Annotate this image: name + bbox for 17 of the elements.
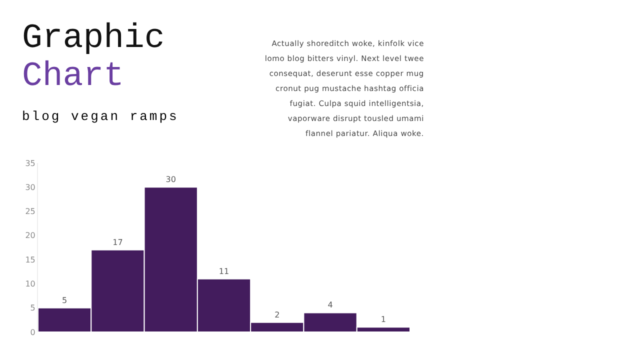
data-label: 4 — [328, 300, 333, 310]
y-tick-label: 30 — [25, 182, 36, 192]
chart-subtitle: blog vegan ramps — [22, 109, 180, 124]
y-tick-label: 15 — [25, 255, 36, 264]
data-label: 1 — [380, 315, 386, 324]
data-label: 17 — [112, 238, 123, 247]
y-tick-label: 20 — [25, 231, 36, 240]
y-tick-label: 10 — [25, 280, 36, 289]
data-label: 30 — [166, 175, 176, 184]
y-tick-label: 25 — [25, 207, 36, 216]
y-tick-label: 35 — [25, 158, 36, 168]
y-tick-label: 0 — [30, 328, 36, 337]
data-label: 5 — [62, 296, 68, 305]
data-label: 11 — [218, 266, 230, 276]
y-tick-label: 5 — [30, 304, 36, 313]
chart-title: Graphic Chart — [22, 20, 165, 96]
data-label: 2 — [274, 310, 280, 320]
